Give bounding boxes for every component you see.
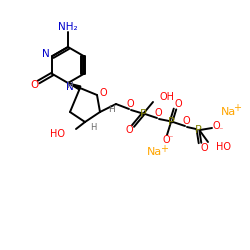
Text: H: H (90, 124, 96, 132)
Text: P: P (168, 117, 174, 127)
Text: HO: HO (216, 142, 231, 152)
Text: O: O (125, 125, 133, 135)
Text: OH: OH (159, 92, 174, 102)
Text: O: O (99, 88, 107, 98)
Text: +: + (160, 144, 168, 154)
Text: ⁻: ⁻ (219, 126, 223, 134)
Text: O: O (182, 116, 190, 126)
Text: N: N (66, 82, 74, 92)
Text: O: O (162, 135, 170, 145)
Text: O: O (212, 121, 220, 131)
Text: P: P (194, 125, 202, 135)
Text: P: P (140, 109, 146, 119)
Text: O: O (126, 99, 134, 109)
Text: N: N (42, 49, 50, 59)
Text: HO: HO (50, 129, 65, 139)
Text: O: O (154, 108, 162, 118)
Text: Na: Na (220, 107, 236, 117)
Polygon shape (68, 83, 81, 90)
Text: +: + (233, 103, 241, 113)
Text: ⁻: ⁻ (169, 134, 173, 142)
Text: O: O (30, 80, 38, 90)
Text: H: H (66, 80, 73, 90)
Text: O: O (174, 99, 182, 109)
Text: Na: Na (148, 147, 162, 157)
Text: NH₂: NH₂ (58, 22, 78, 32)
Text: O: O (200, 143, 208, 153)
Text: H: H (108, 104, 115, 114)
